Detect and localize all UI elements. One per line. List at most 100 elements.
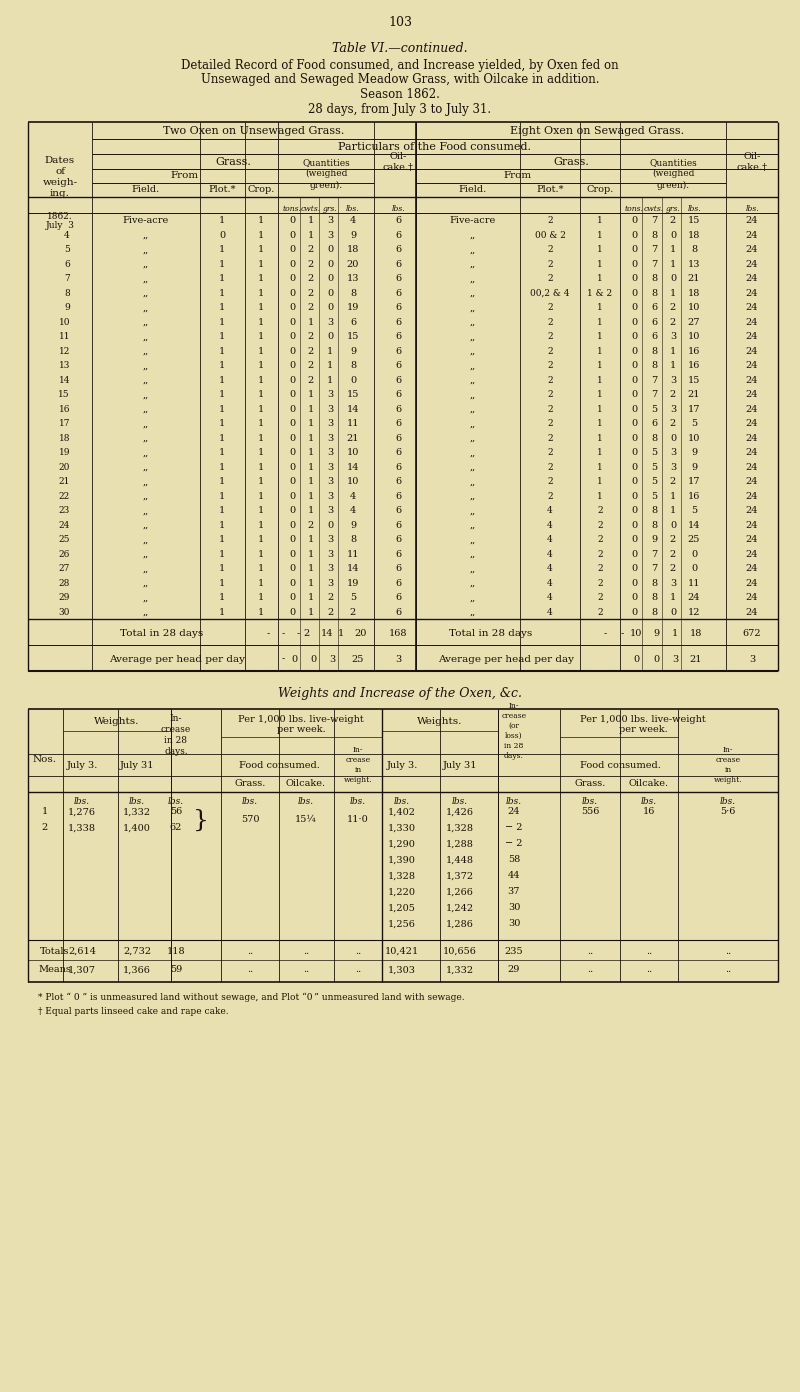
Text: 6: 6: [395, 317, 401, 327]
Text: July 3.: July 3.: [386, 760, 418, 770]
Text: ..: ..: [646, 947, 652, 955]
Text: 0: 0: [631, 274, 637, 284]
Text: ,,: ,,: [470, 347, 476, 356]
Text: 6: 6: [395, 260, 401, 269]
Text: 8: 8: [350, 290, 356, 298]
Text: ,,: ,,: [470, 405, 476, 413]
Text: 3: 3: [749, 654, 755, 664]
Text: − 2: − 2: [506, 824, 522, 832]
Text: 1: 1: [219, 274, 225, 284]
Text: 0: 0: [327, 260, 333, 269]
Text: 1: 1: [308, 593, 314, 603]
Text: 5: 5: [651, 448, 657, 458]
Text: lbs.: lbs.: [168, 796, 184, 806]
Text: 1,338: 1,338: [68, 824, 96, 832]
Text: 0: 0: [631, 217, 637, 226]
Text: 1,328: 1,328: [388, 871, 416, 881]
Text: 6: 6: [350, 317, 356, 327]
Text: 1: 1: [258, 274, 264, 284]
Text: 00 & 2: 00 & 2: [534, 231, 566, 239]
Text: 3: 3: [329, 654, 335, 664]
Text: 21: 21: [688, 274, 700, 284]
Text: tons.: tons.: [625, 205, 643, 213]
Text: 1: 1: [597, 477, 603, 486]
Text: 2: 2: [597, 521, 603, 530]
Text: ..: ..: [303, 947, 309, 955]
Text: 1: 1: [327, 362, 333, 370]
Text: 2: 2: [597, 579, 603, 587]
Text: lbs.: lbs.: [391, 205, 405, 213]
Text: 2: 2: [670, 550, 676, 560]
Text: 1,220: 1,220: [388, 888, 416, 896]
Text: 15: 15: [688, 376, 700, 386]
Text: 3: 3: [395, 654, 401, 664]
Text: 3: 3: [327, 317, 333, 327]
Text: 2: 2: [308, 347, 314, 356]
Text: ,,: ,,: [143, 303, 149, 312]
Text: 24: 24: [746, 333, 758, 341]
Text: 6: 6: [395, 347, 401, 356]
Text: 14: 14: [346, 405, 359, 413]
Text: 10: 10: [688, 303, 700, 312]
Text: 1,328: 1,328: [446, 824, 474, 832]
Text: 2: 2: [547, 376, 553, 386]
Text: 6: 6: [395, 274, 401, 284]
Text: 3: 3: [670, 579, 676, 587]
Text: ,,: ,,: [143, 550, 149, 560]
Text: 1,256: 1,256: [388, 920, 416, 928]
Text: 9: 9: [691, 464, 697, 472]
Text: Plot.*: Plot.*: [536, 185, 564, 195]
Text: 10: 10: [347, 477, 359, 486]
Text: 0: 0: [289, 391, 295, 400]
Text: 1: 1: [597, 434, 603, 443]
Text: 12: 12: [688, 608, 700, 617]
Text: 18: 18: [58, 434, 70, 443]
Text: lbs.: lbs.: [452, 796, 468, 806]
Text: 1,448: 1,448: [446, 856, 474, 864]
Text: 1,266: 1,266: [446, 888, 474, 896]
Text: 4: 4: [547, 579, 553, 587]
Text: 1: 1: [219, 565, 225, 574]
Text: ,,: ,,: [143, 260, 149, 269]
Text: 25: 25: [58, 536, 70, 544]
Text: 0: 0: [670, 434, 676, 443]
Text: 1: 1: [219, 333, 225, 341]
Text: 27: 27: [58, 565, 70, 574]
Text: 11: 11: [688, 579, 700, 587]
Text: 24: 24: [746, 521, 758, 530]
Text: 1: 1: [258, 217, 264, 226]
Text: Quantities
(weighed
green).: Quantities (weighed green).: [302, 159, 350, 189]
Text: 5: 5: [64, 245, 70, 255]
Text: Oil-
cake.†: Oil- cake.†: [737, 152, 767, 173]
Text: 1: 1: [219, 536, 225, 544]
Text: 20: 20: [355, 629, 367, 639]
Text: lbs.: lbs.: [346, 205, 360, 213]
Text: 1: 1: [219, 362, 225, 370]
Text: 1: 1: [258, 536, 264, 544]
Text: 2: 2: [670, 477, 676, 486]
Text: In-
crease
in
weight.: In- crease in weight.: [344, 746, 372, 784]
Text: 24: 24: [746, 303, 758, 312]
Text: Weights and Increase of the Oxen, &c.: Weights and Increase of the Oxen, &c.: [278, 686, 522, 700]
Text: 5: 5: [651, 464, 657, 472]
Text: ,,: ,,: [470, 536, 476, 544]
Text: 7: 7: [651, 217, 657, 226]
Text: 6: 6: [395, 550, 401, 560]
Text: 2: 2: [547, 217, 553, 226]
Text: 6: 6: [395, 608, 401, 617]
Text: 0: 0: [289, 274, 295, 284]
Text: 1,400: 1,400: [123, 824, 151, 832]
Text: 1: 1: [258, 434, 264, 443]
Text: 0: 0: [289, 217, 295, 226]
Text: Nos.: Nos.: [33, 754, 57, 763]
Text: − 2: − 2: [506, 839, 522, 849]
Text: 3: 3: [327, 405, 333, 413]
Text: 10,421: 10,421: [385, 947, 419, 955]
Text: 5: 5: [691, 507, 697, 515]
Text: 9: 9: [64, 303, 70, 312]
Text: 1: 1: [670, 593, 676, 603]
Text: Crop.: Crop.: [247, 185, 274, 195]
Text: Oilcake.: Oilcake.: [286, 780, 326, 788]
Text: 9: 9: [691, 448, 697, 458]
Text: 5: 5: [651, 491, 657, 501]
